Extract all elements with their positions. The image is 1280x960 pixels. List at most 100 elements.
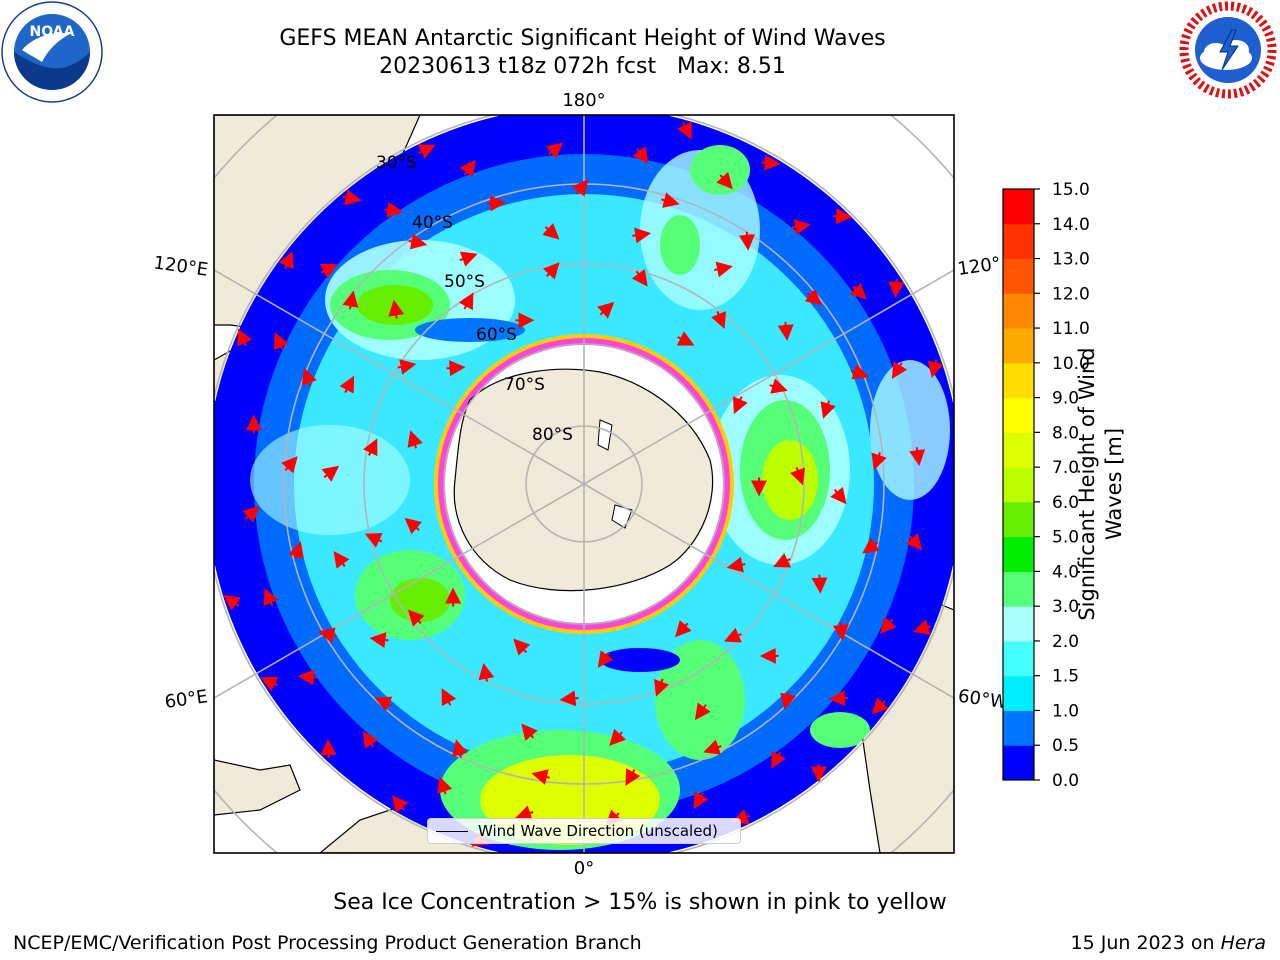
wave-direction-arrow	[703, 739, 722, 755]
map-frame	[213, 114, 955, 854]
graticule	[214, 115, 954, 853]
wave-direction-arrow	[542, 262, 560, 280]
wave-direction-arrow	[832, 621, 849, 641]
sea-ice-note: Sea Ice Concentration > 15% is shown in …	[333, 890, 947, 915]
wave-direction-arrow	[654, 678, 670, 697]
lat-label-70: 70°S	[504, 375, 545, 395]
wave-direction-arrow	[404, 517, 422, 535]
wave-direction-arrow	[777, 321, 794, 341]
wave-direction-arrow	[850, 364, 870, 380]
wave-direction-arrow	[905, 533, 923, 551]
lon-label-left-lower: 60°E	[163, 686, 209, 713]
wave-direction-arrow	[301, 367, 317, 387]
wave-direction-arrow	[811, 574, 828, 594]
wave-direction-arrow	[733, 396, 748, 415]
wave-direction-arrow	[384, 201, 404, 218]
noaa-logo: NOAA	[0, 0, 104, 104]
wave-direction-arrow	[407, 430, 423, 449]
colorbar-tick-label: 6.0	[1052, 493, 1079, 513]
wave-direction-arrow	[458, 292, 474, 311]
wave-direction-arrow	[711, 311, 726, 329]
wave-direction-arrow	[339, 375, 355, 394]
wave-direction-arrow	[459, 251, 478, 267]
wave-direction-arrow	[363, 438, 378, 457]
wave-direction-arrow	[927, 359, 944, 379]
colorbar-band	[1003, 432, 1034, 468]
wave-direction-arrow	[392, 795, 409, 813]
wave-direction-arrow	[597, 301, 615, 319]
footer-date: 15 Jun 2023 on Hera	[1071, 932, 1266, 954]
colorbar-tick-label: 13.0	[1052, 250, 1090, 270]
lat-label-40: 40°S	[412, 213, 453, 233]
colorbar-tick-label: 15.0	[1052, 180, 1090, 200]
wave-direction-arrow	[631, 269, 648, 287]
colorbar-band	[1003, 258, 1034, 294]
wave-direction-arrow	[694, 702, 711, 721]
lon-label-left-upper: 120°E	[152, 252, 209, 280]
wave-direction-arrow	[223, 594, 241, 611]
wave-direction-arrow	[862, 537, 880, 554]
wave-direction-arrow	[407, 609, 425, 627]
wave-direction-arrow	[674, 620, 692, 638]
lat-label-60: 60°S	[476, 325, 517, 345]
colorbar-band	[1003, 675, 1034, 711]
wave-direction-arrow	[487, 195, 507, 212]
colorbar-band	[1003, 501, 1034, 538]
wave-direction-arrow	[459, 159, 476, 178]
wave-direction-arrow	[891, 361, 908, 380]
wave-direction-arrow	[769, 378, 788, 394]
wave-direction-arrow	[319, 263, 338, 279]
colorbar-tick-label: 4.0	[1052, 562, 1079, 582]
wave-direction-arrow	[318, 627, 337, 644]
nws-logo	[1176, 0, 1280, 104]
wave-direction-arrow	[531, 769, 551, 785]
wave-direction-arrow	[828, 690, 848, 707]
wave-direction-arrow	[417, 144, 436, 159]
wave-direction-arrow	[888, 278, 905, 298]
lat-label-80: 80°S	[532, 425, 573, 445]
wave-direction-arrow	[478, 663, 495, 682]
lon-label-right-upper: 120°	[956, 253, 1002, 280]
colorbar-band	[1003, 745, 1034, 781]
wave-direction-arrow	[880, 616, 897, 635]
colorbar-tick-label: 2.0	[1052, 632, 1079, 652]
colorbar-band	[1003, 223, 1034, 260]
colorbar-tick-label: 0.0	[1052, 771, 1079, 791]
wave-direction-arrow	[446, 360, 466, 377]
colorbar-band	[1003, 467, 1034, 503]
wave-direction-arrow	[714, 261, 733, 278]
colorbar-tick-label: 0.5	[1052, 736, 1079, 756]
wave-direction-arrow	[545, 142, 564, 159]
wave-direction-arrow	[676, 331, 695, 346]
footer-host: Hera	[1220, 932, 1266, 954]
footer-date-text: 15 Jun 2023 on	[1070, 932, 1221, 954]
wave-direction-arrow	[804, 288, 823, 306]
wave-direction-arrow	[237, 328, 252, 347]
wave-direction-arrow	[281, 456, 298, 474]
wave-direction-arrow	[342, 189, 362, 206]
colorbar-tick-label: 1.0	[1052, 701, 1079, 721]
wave-direction-arrow	[771, 750, 786, 769]
colorbar-tick-label: 1.5	[1052, 667, 1079, 687]
colorbar-band	[1003, 640, 1034, 677]
wave-direction-arrow	[242, 505, 260, 523]
legend-label: Wind Wave Direction (unscaled)	[478, 822, 718, 840]
wave-direction-arrow	[521, 723, 538, 741]
wave-direction-arrow	[374, 696, 393, 712]
colorbar-tick-label: 11.0	[1052, 319, 1090, 339]
wave-direction-arrow	[723, 627, 742, 643]
wave-direction-arrow	[321, 465, 340, 482]
wave-direction-arrow	[278, 251, 294, 269]
colorbar-tick-label: 12.0	[1052, 284, 1090, 304]
wind-wave-arrows	[223, 121, 944, 847]
wave-direction-arrow	[726, 556, 746, 573]
wave-direction-arrow	[441, 688, 457, 707]
colorbar-band	[1003, 189, 1034, 225]
colorbar-frame	[1002, 188, 1035, 781]
colorbar-band	[1003, 606, 1034, 642]
lat-label-30: 30°S	[376, 153, 417, 173]
wave-direction-arrow	[849, 282, 867, 300]
wave-direction-arrow	[513, 638, 531, 656]
wave-direction-arrow	[273, 332, 289, 350]
